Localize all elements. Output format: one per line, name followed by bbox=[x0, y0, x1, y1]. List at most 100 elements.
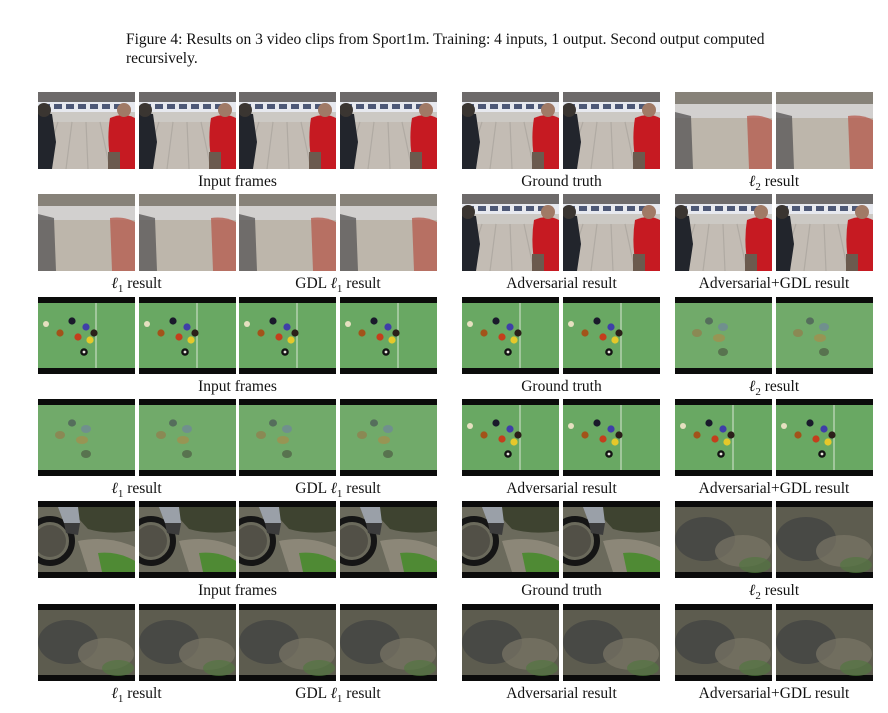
frame-bike-5-7 bbox=[776, 604, 873, 681]
frame-bowling-0-5 bbox=[563, 92, 660, 169]
frame-bowling-0-2 bbox=[239, 92, 336, 169]
label-part: ℓ bbox=[111, 685, 118, 702]
ell-symbol: ℓ1 bbox=[111, 685, 124, 706]
frame-bowling-0-6 bbox=[675, 92, 772, 169]
panel-label: Adversarial result bbox=[462, 685, 661, 703]
frame-billiards-2-1 bbox=[139, 297, 236, 374]
frame-bike-4-5 bbox=[563, 501, 660, 578]
label-part: Adversarial result bbox=[506, 685, 617, 702]
ell-subscript: 1 bbox=[336, 283, 343, 296]
panel-label: ℓ1 result bbox=[38, 480, 235, 503]
frame-bike-4-0 bbox=[38, 501, 135, 578]
label-part: Adversarial+GDL result bbox=[698, 685, 850, 702]
label-part: Adversarial result bbox=[506, 275, 617, 292]
ell-symbol: ℓ2 bbox=[748, 378, 761, 399]
ell-subscript: 1 bbox=[117, 693, 124, 706]
ell-symbol: ℓ2 bbox=[748, 582, 761, 603]
ell-subscript: 2 bbox=[755, 386, 761, 399]
label-part: result bbox=[760, 378, 800, 395]
label-part: ℓ bbox=[748, 582, 756, 599]
label-part: result bbox=[123, 275, 162, 292]
frame-billiards-3-4 bbox=[462, 399, 559, 476]
label-part: ℓ bbox=[330, 275, 337, 292]
ell-subscript: 1 bbox=[117, 488, 124, 501]
frame-bowling-0-3 bbox=[340, 92, 437, 169]
frame-bowling-1-7 bbox=[776, 194, 873, 271]
frame-bowling-1-5 bbox=[563, 194, 660, 271]
panel-label: GDL ℓ1 result bbox=[239, 685, 437, 708]
frame-billiards-2-7 bbox=[776, 297, 873, 374]
panel-label: GDL ℓ1 result bbox=[239, 480, 437, 503]
label-part: Adversarial+GDL result bbox=[698, 480, 850, 497]
frame-bowling-1-1 bbox=[139, 194, 236, 271]
ell-subscript: 1 bbox=[336, 693, 343, 706]
frame-bowling-1-2 bbox=[239, 194, 336, 271]
label-part: Ground truth bbox=[521, 173, 602, 190]
label-part: GDL bbox=[295, 685, 331, 702]
label-part: ℓ bbox=[111, 275, 118, 292]
label-part: result bbox=[123, 480, 162, 497]
frame-billiards-2-6 bbox=[675, 297, 772, 374]
panel-label: Adversarial result bbox=[462, 480, 661, 498]
ell-symbol: ℓ1 bbox=[330, 685, 343, 706]
frame-bike-5-2 bbox=[239, 604, 336, 681]
frame-billiards-3-7 bbox=[776, 399, 873, 476]
label-part: ℓ bbox=[748, 378, 756, 395]
label-part: Ground truth bbox=[521, 582, 602, 599]
frame-bike-5-0 bbox=[38, 604, 135, 681]
frame-bowling-0-1 bbox=[139, 92, 236, 169]
frame-billiards-2-3 bbox=[340, 297, 437, 374]
panel-label: Adversarial+GDL result bbox=[675, 275, 873, 293]
ell-symbol: ℓ1 bbox=[111, 275, 124, 296]
ell-symbol: ℓ1 bbox=[330, 480, 343, 501]
frame-billiards-3-5 bbox=[563, 399, 660, 476]
label-part: result bbox=[123, 685, 162, 702]
frame-bike-5-1 bbox=[139, 604, 236, 681]
panel-label: ℓ2 result bbox=[675, 173, 873, 196]
label-part: Adversarial+GDL result bbox=[698, 275, 850, 292]
frame-bike-4-3 bbox=[340, 501, 437, 578]
label-part: result bbox=[342, 480, 381, 497]
label-part: GDL bbox=[295, 275, 331, 292]
label-part: ℓ bbox=[111, 480, 118, 497]
label-part: GDL bbox=[295, 480, 331, 497]
frame-bike-5-6 bbox=[675, 604, 772, 681]
frame-bike-4-7 bbox=[776, 501, 873, 578]
ell-subscript: 2 bbox=[755, 181, 761, 194]
ell-subscript: 2 bbox=[755, 590, 761, 603]
frame-bike-4-4 bbox=[462, 501, 559, 578]
frame-bike-5-3 bbox=[340, 604, 437, 681]
frame-bowling-1-4 bbox=[462, 194, 559, 271]
panel-label: ℓ2 result bbox=[675, 378, 873, 401]
panel-label: Adversarial+GDL result bbox=[675, 685, 873, 703]
ell-subscript: 1 bbox=[336, 488, 343, 501]
label-part: Input frames bbox=[198, 582, 277, 599]
label-part: ℓ bbox=[330, 685, 337, 702]
panel-label: GDL ℓ1 result bbox=[239, 275, 437, 298]
label-part: result bbox=[760, 582, 800, 599]
panel-label: ℓ2 result bbox=[675, 582, 873, 605]
ell-subscript: 1 bbox=[117, 283, 124, 296]
frame-billiards-3-6 bbox=[675, 399, 772, 476]
frame-billiards-2-2 bbox=[239, 297, 336, 374]
ell-symbol: ℓ1 bbox=[111, 480, 124, 501]
frame-bowling-0-4 bbox=[462, 92, 559, 169]
frame-bike-4-1 bbox=[139, 501, 236, 578]
label-part: Input frames bbox=[198, 173, 277, 190]
frame-bike-5-4 bbox=[462, 604, 559, 681]
ell-symbol: ℓ2 bbox=[749, 173, 761, 194]
label-part: result bbox=[760, 173, 800, 190]
label-part: Ground truth bbox=[521, 378, 602, 395]
frame-billiards-3-0 bbox=[38, 399, 135, 476]
frame-bike-4-2 bbox=[239, 501, 336, 578]
frame-billiards-2-5 bbox=[563, 297, 660, 374]
frame-billiards-2-4 bbox=[462, 297, 559, 374]
label-part: ℓ bbox=[330, 480, 337, 497]
panel-label: Input frames bbox=[38, 173, 437, 191]
label-part: result bbox=[342, 275, 381, 292]
frame-bike-4-6 bbox=[675, 501, 772, 578]
frame-bowling-0-0 bbox=[38, 92, 135, 169]
ell-symbol: ℓ1 bbox=[330, 275, 343, 296]
frame-billiards-3-3 bbox=[340, 399, 437, 476]
panel-label: Ground truth bbox=[462, 173, 661, 191]
